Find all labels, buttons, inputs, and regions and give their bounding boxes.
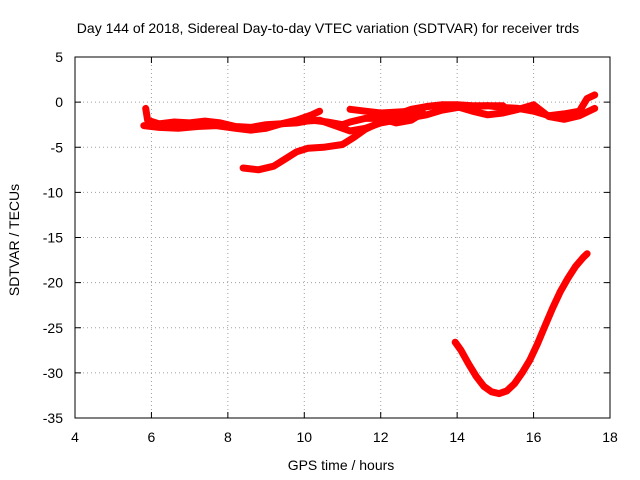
- y-tick-label: 0: [55, 94, 63, 110]
- x-tick-label: 6: [148, 429, 156, 445]
- plot-frame: [74, 56, 611, 419]
- y-tick-label: -10: [43, 184, 63, 200]
- x-tick-label: 4: [71, 429, 79, 445]
- y-tick-label: -35: [43, 410, 63, 426]
- x-tick-label: 12: [373, 429, 389, 445]
- y-tick-label: -5: [51, 139, 64, 155]
- x-tick-label: 18: [602, 429, 618, 445]
- x-tick-labels: 4 6 8 10 12 14 16 18: [71, 429, 618, 445]
- x-tick-label: 14: [449, 429, 465, 445]
- x-tick-label: 16: [526, 429, 542, 445]
- y-tick-label: 5: [55, 49, 63, 65]
- y-tick-label: -20: [43, 275, 63, 291]
- y-tick-label: -30: [43, 365, 63, 381]
- chart-title: Day 144 of 2018, Sidereal Day-to-day VTE…: [77, 20, 579, 36]
- data-series-arc-e: [346, 101, 599, 123]
- y-axis-label: SDTVAR / TECUs: [6, 184, 22, 296]
- x-axis-label: GPS time / hours: [288, 457, 395, 473]
- data-series-group: [140, 91, 599, 398]
- x-tick-label: 10: [296, 429, 312, 445]
- data-series-arc-f: [451, 250, 591, 398]
- y-tick-label: -15: [43, 230, 63, 246]
- y-tick-labels: 5 0 -5 -10 -15 -20 -25 -30 -35: [43, 49, 63, 426]
- x-tick-label: 8: [224, 429, 232, 445]
- y-tick-label: -25: [43, 320, 63, 336]
